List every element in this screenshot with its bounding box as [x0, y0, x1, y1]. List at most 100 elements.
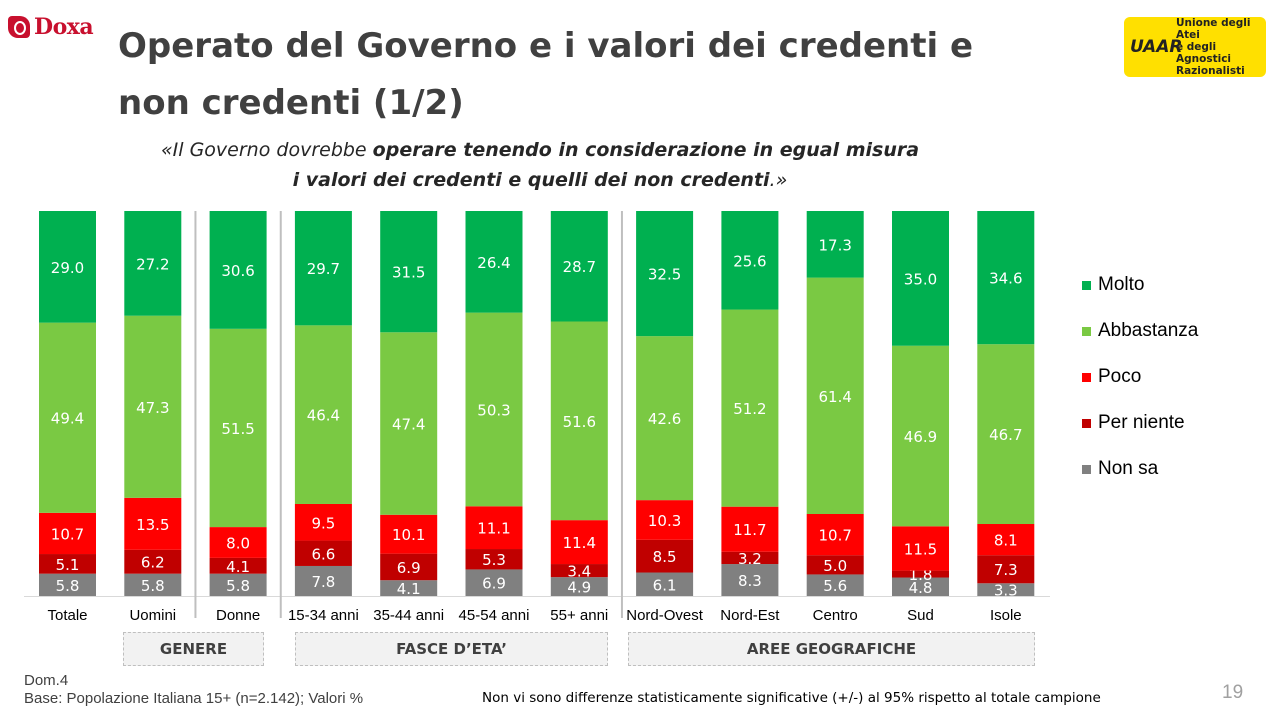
bar-segment-poco-isole: [977, 524, 1035, 556]
data-label: 49.4: [51, 410, 84, 428]
doxa-logo-text: Doxa: [34, 14, 94, 40]
data-label: 34.6: [989, 270, 1022, 288]
data-label: 6.9: [397, 559, 421, 577]
bar-segment-abbastanza-centro: [806, 277, 864, 514]
bar-segment-non-sa-45-54-anni: [465, 569, 523, 596]
data-label: 11.5: [904, 540, 937, 558]
bar-segment-per-niente-15-34-anni: [294, 540, 352, 566]
data-label: 9.5: [311, 514, 335, 532]
bar-segment-molto-55-anni: [550, 211, 608, 322]
bar-segment-non-sa-nord-est: [721, 564, 779, 596]
data-label: 5.0: [823, 557, 847, 575]
bar-segment-non-sa-35-44-anni: [380, 580, 438, 596]
data-label: 10.7: [818, 527, 851, 545]
data-label: 61.4: [818, 388, 851, 406]
subtitle-open: «Il Governo dovrebbe: [160, 139, 373, 161]
data-label: 47.3: [136, 399, 169, 417]
data-label: 3.2: [738, 550, 762, 568]
question-subtitle: «Il Governo dovrebbe operare tenendo in …: [150, 135, 930, 195]
uaar-logo-text: Unione degli Atei e degli Agnostici Razi…: [1176, 17, 1260, 77]
data-label: 31.5: [392, 264, 425, 282]
category-label: 55+ anni: [550, 607, 608, 624]
bar-segment-poco-sud: [892, 526, 949, 571]
legend-swatch: [1082, 326, 1091, 336]
legend-label: Non sa: [1098, 458, 1159, 479]
bar-segment-per-niente-isole: [977, 555, 1035, 584]
data-label: 10.7: [51, 525, 84, 543]
bar-segment-abbastanza-uomini: [124, 315, 182, 498]
footer-base: Base: Popolazione Italiana 15+ (n=2.142)…: [24, 690, 364, 707]
category-label: 35-44 anni: [373, 607, 444, 624]
bar-segment-molto-uomini: [124, 211, 182, 316]
bar-segment-non-sa-sud: [892, 577, 949, 596]
bar-segment-poco-nord-ovest: [636, 500, 694, 540]
data-label: 5.8: [56, 577, 80, 595]
bar-segment-molto-donne: [209, 211, 267, 329]
category-label: Donne: [216, 607, 260, 624]
bar-segment-poco-uomini: [124, 497, 182, 550]
uaar-line-2: e degli Agnostici: [1176, 41, 1232, 65]
data-label: 3.3: [994, 582, 1018, 600]
category-label: Nord-Ovest: [626, 607, 704, 624]
data-label: 4.9: [567, 579, 591, 597]
data-label: 8.3: [738, 572, 762, 590]
bar-segment-non-sa-centro: [806, 574, 864, 596]
legend-label: Per niente: [1098, 412, 1185, 433]
legend-swatch: [1082, 418, 1091, 428]
data-label: 5.1: [56, 556, 80, 574]
bar-segment-non-sa-nord-ovest: [636, 572, 694, 596]
bar-segment-abbastanza-45-54-anni: [465, 312, 523, 507]
footer-significance-note: Non vi sono differenze statisticamente s…: [482, 690, 1101, 706]
legend-item-non-sa: Non sa: [1082, 446, 1198, 492]
bar-segment-molto-totale: [39, 211, 96, 323]
data-label: 51.6: [563, 413, 596, 431]
data-label: 8.1: [994, 532, 1018, 550]
data-label: 3.4: [567, 563, 591, 581]
chart-legend: Molto Abbastanza Poco Per niente Non sa: [1082, 262, 1198, 492]
category-label: Totale: [47, 607, 87, 624]
bar-segment-abbastanza-nord-ovest: [636, 336, 694, 501]
data-label: 11.1: [477, 520, 510, 538]
bar-segment-per-niente-55-anni: [550, 564, 608, 578]
bar-segment-abbastanza-15-34-anni: [294, 325, 352, 504]
group-label-aree-geografiche: AREE GEOGRAFICHE: [628, 632, 1035, 666]
bar-segment-abbastanza-nord-est: [721, 309, 779, 507]
data-label: 6.1: [653, 576, 677, 594]
subtitle-bold-2: i valori dei credenti e quelli dei non c…: [292, 169, 770, 191]
bar-segment-abbastanza-sud: [892, 345, 949, 527]
bar-segment-abbastanza-55-anni: [550, 321, 608, 521]
bar-segment-poco-centro: [806, 513, 864, 556]
data-label: 10.3: [648, 512, 681, 530]
bar-segment-molto-isole: [977, 211, 1035, 345]
doxa-logo: Doxa: [8, 14, 94, 40]
bar-segment-abbastanza-totale: [39, 322, 96, 513]
data-label: 8.0: [226, 534, 250, 552]
bar-segment-molto-nord-ovest: [636, 211, 694, 337]
uaar-line-1: Unione degli Atei: [1176, 17, 1251, 41]
data-label: 11.4: [563, 534, 596, 552]
bar-segment-molto-45-54-anni: [465, 211, 523, 313]
bar-segment-poco-45-54-anni: [465, 506, 523, 550]
group-label-fasce-eta: FASCE D’ETA’: [295, 632, 608, 666]
bar-segment-abbastanza-isole: [977, 344, 1035, 525]
category-label: Nord-Est: [720, 607, 780, 624]
data-label: 11.7: [733, 521, 766, 539]
legend-label: Poco: [1098, 366, 1142, 387]
bar-segment-non-sa-isole: [977, 583, 1035, 596]
bar-segment-abbastanza-35-44-anni: [380, 332, 438, 515]
subtitle-bold-1: operare tenendo in considerazione in egu…: [372, 139, 920, 161]
legend-label: Molto: [1098, 274, 1145, 295]
data-label: 26.4: [477, 254, 510, 272]
data-label: 46.9: [904, 428, 937, 446]
page-number: 19: [1222, 682, 1244, 703]
bar-segment-molto-centro: [806, 211, 864, 278]
category-label: Uomini: [129, 607, 176, 624]
data-label: 6.9: [482, 575, 506, 593]
legend-swatch: [1082, 280, 1091, 290]
subtitle-close: .»: [769, 169, 788, 191]
bar-segment-poco-35-44-anni: [380, 514, 438, 554]
bar-segment-poco-15-34-anni: [294, 503, 352, 541]
bar-segment-non-sa-donne: [209, 573, 267, 596]
bar-segment-molto-35-44-anni: [380, 211, 438, 333]
data-label: 25.6: [733, 252, 766, 270]
